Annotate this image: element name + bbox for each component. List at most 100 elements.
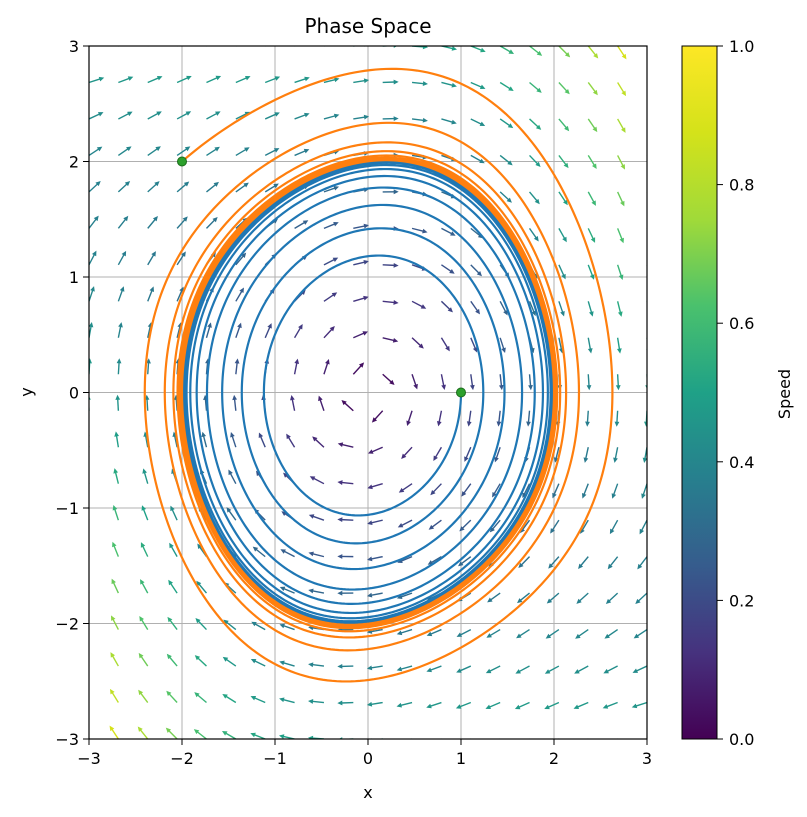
vector-arrow [441, 264, 455, 274]
vector-arrow [147, 75, 163, 84]
vector-arrow [528, 227, 539, 242]
vector-arrow [486, 628, 501, 638]
y-axis-ticks: −3 −2 −1 0 1 2 3 [55, 37, 89, 749]
colorbar-tick-label-0: 0.0 [729, 730, 754, 749]
vector-arrow [441, 227, 456, 236]
vector-arrow [575, 629, 589, 639]
vector-arrow [147, 216, 158, 229]
vector-arrow [573, 701, 589, 710]
vector-arrow [396, 665, 413, 672]
vector-arrow [118, 111, 133, 120]
vector-arrow [147, 46, 150, 47]
vector-arrow [318, 395, 325, 411]
vector-arrow [522, 483, 531, 498]
vector-arrow [258, 432, 266, 448]
vector-arrow [646, 301, 647, 313]
vector-arrow [456, 665, 472, 673]
vector-arrow [470, 46, 486, 53]
vector-arrow [631, 701, 647, 709]
vector-arrow [89, 286, 95, 302]
vector-arrow [455, 701, 472, 709]
vector-arrow [206, 111, 221, 120]
colorbar-ticks: 0.0 0.2 0.4 0.6 0.8 1.0 [717, 37, 754, 749]
y-tick-label-4: 1 [69, 268, 79, 287]
vector-arrow [109, 688, 119, 703]
vector-arrow [147, 146, 161, 156]
colorbar-tick-label-5: 1.0 [729, 37, 754, 56]
vector-arrow [382, 373, 395, 385]
vector-arrow [641, 483, 647, 499]
vector-arrow [89, 146, 103, 157]
vector-arrow [617, 46, 627, 60]
vector-arrow [611, 483, 619, 499]
vector-arrow [89, 664, 90, 667]
vector-arrow [428, 519, 442, 530]
vector-arrow [441, 118, 457, 125]
vector-arrow [498, 738, 501, 739]
vector-arrow [556, 738, 559, 739]
vector-arrow [558, 118, 570, 132]
vector-arrow [485, 665, 501, 674]
vector-arrow [279, 697, 295, 704]
vector-arrow [614, 738, 618, 739]
vector-arrow [529, 154, 541, 167]
vector-arrow [587, 264, 595, 280]
vector-arrow [264, 148, 280, 157]
vector-arrow [194, 655, 207, 667]
vector-arrow [337, 700, 354, 706]
vector-arrow [406, 410, 413, 426]
vector-arrow [529, 46, 543, 56]
vector-arrow [341, 400, 354, 412]
vector-arrow [411, 374, 418, 390]
colorbar-label: Speed [775, 369, 794, 419]
vector-arrow [468, 738, 471, 739]
vector-arrow [586, 374, 592, 391]
vector-arrow [323, 221, 339, 230]
vector-arrow [195, 618, 207, 631]
vector-arrow [235, 182, 249, 193]
vector-arrow [635, 592, 647, 604]
vector-arrow [113, 468, 120, 484]
x-tick-label-2: −1 [263, 749, 287, 768]
vector-arrow [558, 264, 566, 280]
vector-arrow [110, 652, 119, 667]
vector-arrow [552, 483, 560, 499]
y-tick-label-5: 2 [69, 153, 79, 172]
vector-arrow [117, 215, 129, 229]
y-tick-label-0: −3 [55, 730, 79, 749]
vector-arrow [456, 628, 472, 637]
vector-arrow [206, 75, 222, 84]
vector-arrow [194, 692, 207, 704]
vector-arrow [201, 431, 208, 448]
vector-arrow [286, 433, 296, 448]
vector-arrow [223, 619, 237, 631]
vector-arrow [440, 337, 450, 352]
vector-arrow [397, 519, 413, 528]
vector-arrow [646, 82, 647, 84]
vector-arrow [426, 628, 442, 637]
vector-arrow [308, 551, 325, 558]
vector-arrow [438, 738, 442, 739]
vector-arrow [617, 118, 626, 133]
vector-arrow [382, 337, 399, 343]
vector-arrow [558, 81, 570, 95]
vector-arrow [323, 113, 340, 120]
vector-arrow [550, 519, 560, 534]
vector-arrow [117, 286, 125, 302]
vector-arrow [470, 264, 482, 277]
vector-arrow [382, 116, 399, 122]
vector-arrow [89, 76, 105, 84]
vector-arrow [222, 693, 237, 704]
vector-arrow [514, 701, 530, 710]
vector-arrow [176, 286, 184, 302]
vector-arrow [646, 118, 647, 121]
x-tick-label-6: 3 [642, 749, 652, 768]
colorbar-tick-label-4: 0.8 [729, 176, 754, 195]
vector-arrow [176, 181, 190, 193]
vector-arrow [587, 118, 598, 133]
vector-arrow [176, 111, 192, 120]
vector-arrow [587, 191, 596, 206]
vector-arrow [111, 615, 119, 630]
vector-arrow [176, 146, 191, 157]
vector-arrow [558, 46, 571, 58]
